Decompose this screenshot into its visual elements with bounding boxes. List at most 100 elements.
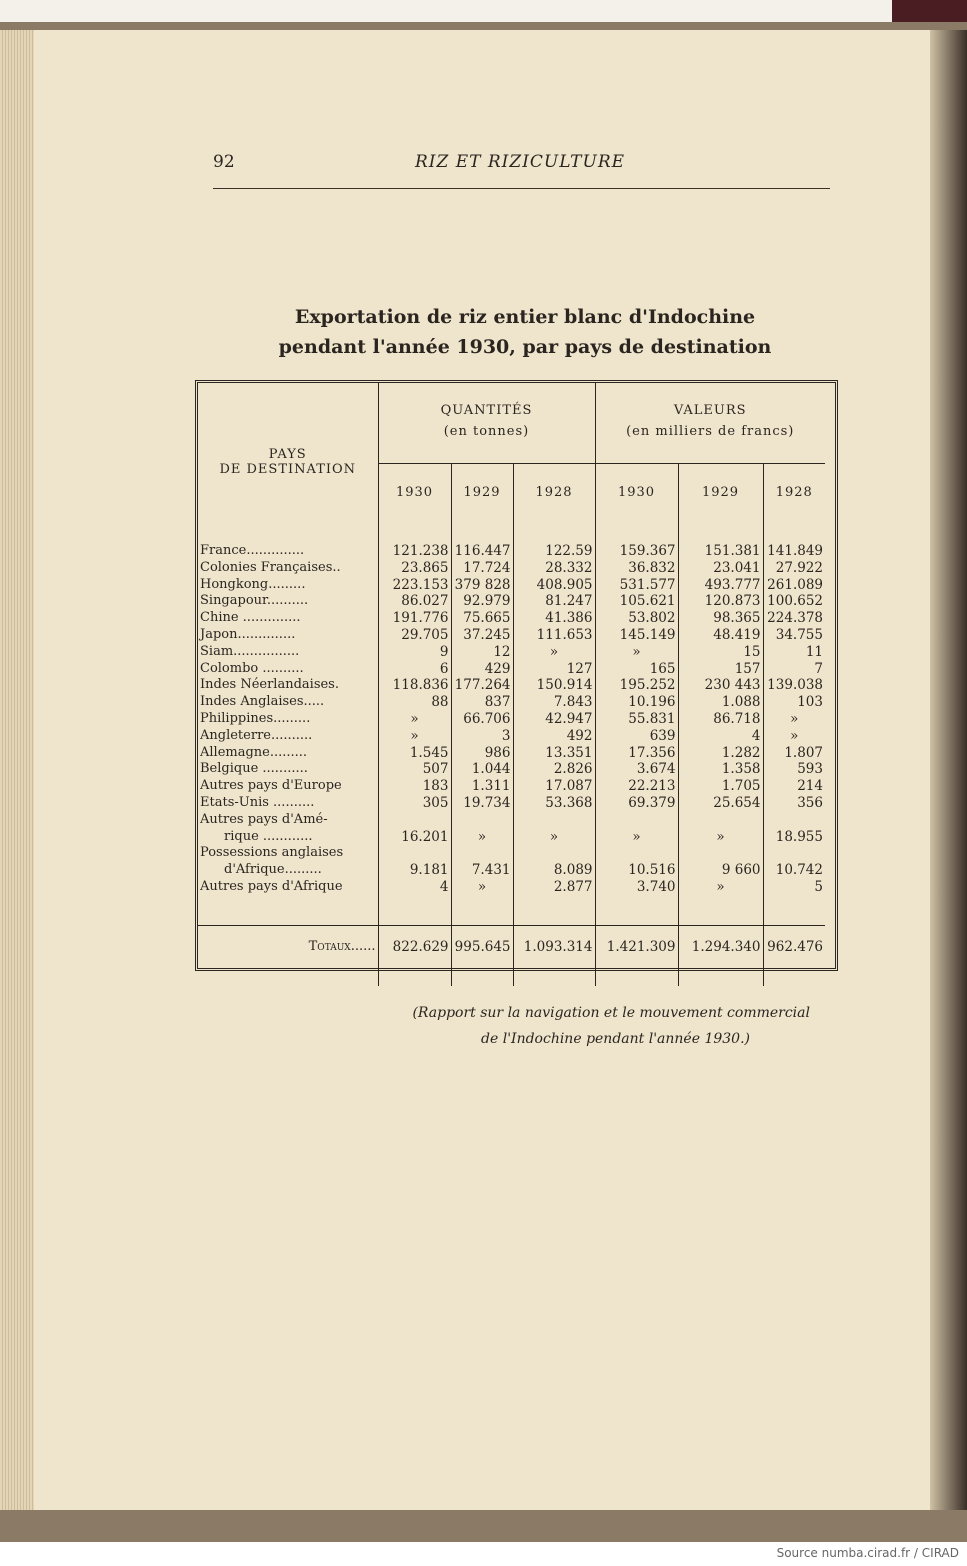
value-cell: 531.577 [594,576,678,594]
values-unit: (en milliers de francs) [626,424,795,439]
value-cell: 111.653 [512,626,595,644]
value-cell: 141.849 [762,543,825,560]
country-cell: Chine .............. [198,610,378,627]
value-cell: 1.088 [677,694,763,711]
country-cell: Indes Néerlandaises. [198,677,378,694]
table-row: Siam................ 9 12»» 15 11 [198,643,825,661]
value-cell: 41.386 [512,610,595,627]
value-cell: 10.742 [762,845,825,879]
value-cell: 9.181 [377,845,451,879]
value-cell: 7.431 [450,845,513,879]
country-cell: Colonies Françaises.. [198,560,378,577]
value-cell: 27.922 [762,559,825,577]
value-cell: 3.740 [594,878,678,896]
country-name: Colonies Françaises.. [200,559,341,575]
value-cell: 86.027 [377,593,451,611]
value-cell: 36.832 [594,559,678,577]
value-cell: » [512,811,595,846]
table-title: Exportation de riz entier blanc d'Indoch… [230,302,820,362]
country-name: Belgique ........... [200,761,308,777]
value-cell: 53.802 [594,610,678,627]
value-cell: 7.843 [512,694,595,711]
value-cell: 145.149 [594,626,678,644]
value-cell: » [762,710,825,728]
year-val-1930: 1930 [594,463,678,521]
footer-strip [0,1542,967,1566]
quantities-unit: (en tonnes) [443,424,530,439]
value-cell: 492 [512,727,595,745]
value-cell: 356 [762,794,825,812]
value-cell: 48.419 [677,626,763,644]
value-cell: 493.777 [677,576,763,594]
country-cell: Autres pays d'Europe [198,778,378,795]
country-cell: Belgique ........... [198,761,378,778]
value-cell: 305 [377,794,451,812]
table-row: Colonies Françaises.. 23.865 17.724 28.332 3… [198,559,825,577]
source-note-line-1: (Rapport sur la navigation et le mouveme… [412,1005,810,1021]
country-cell: Indes Anglaises..... [198,694,378,711]
header-quantities: QUANTITÉS (en tonnes) [377,383,595,464]
value-cell: 429 [450,660,513,678]
quantities-label: QUANTITÉS [440,403,533,418]
value-cell: 986 [450,744,513,762]
value-cell: » [377,710,451,728]
value-cell: 837 [450,694,513,711]
value-cell: 86.718 [677,710,763,728]
value-cell: 593 [762,761,825,779]
total-cell: 1.421.309 [594,925,678,968]
value-cell: 19.734 [450,794,513,812]
value-cell: 2.826 [512,761,595,779]
value-cell: 10.516 [594,845,678,879]
table-row: Chine .............. 191.776 75.665 41.386 5… [198,610,825,627]
year-qty-1929: 1929 [450,463,513,521]
total-cell: 1.294.340 [677,925,763,968]
value-cell: 28.332 [512,559,595,577]
values-label: VALEURS [673,403,747,418]
country-name: Philippines......... [200,710,311,726]
page-number: 92 [213,152,235,172]
header-country-line1: PAYS [268,447,307,462]
value-cell: 7 [762,660,825,678]
value-cell: 6 [377,660,451,678]
value-cell: » [677,878,763,896]
value-cell: 15 [677,643,763,661]
country-cell: Etats-Unis .......... [198,795,378,812]
country-name: Allemagne......... [200,744,308,760]
value-cell: 195.252 [594,677,678,695]
table-row: Hongkong......... 223.153 379 828 408.905 53… [198,576,825,594]
table-row: Philippines.........» 66.706 42.947 55.831 8… [198,710,825,728]
value-cell: » [512,643,595,661]
value-cell: 2.877 [512,878,595,896]
value-cell: 4 [677,727,763,745]
country-cell: Japon.............. [198,627,378,644]
table-row: Autres pays d'Afrique 4» 2.877 3.740» 5 [198,878,825,896]
country-cell: France.............. [198,543,378,560]
value-cell: 17.087 [512,778,595,795]
value-cell: 29.705 [377,626,451,644]
value-cell: 183 [377,778,451,795]
country-name-cont: d'Afrique......... [224,862,322,878]
table-row: Autres pays d'Europe 183 1.311 17.087 22.213… [198,778,825,795]
value-cell: » [762,727,825,745]
value-cell: 165 [594,660,678,678]
value-cell: 3.674 [594,761,678,779]
total-cell: 822.629 [377,925,451,968]
export-table: PAYS DE DESTINATION QUANTITÉS (en tonnes… [198,383,825,986]
year-header-row: 1930 1929 1928 1930 1929 1928 [198,463,825,521]
value-cell: 10.196 [594,694,678,711]
value-cell: 224.378 [762,610,825,627]
table-row: Colombo .......... 6 429 127 165 157 7 [198,660,825,678]
value-cell: 223.153 [377,576,451,594]
value-cell: 16.201 [377,811,451,846]
year-qty-1928: 1928 [512,463,595,521]
value-cell: 8.089 [512,845,595,879]
totals-label: Totaux...... [308,939,376,955]
source-attribution: Source numba.cirad.fr / CIRAD [776,1546,959,1560]
country-name: Etats-Unis .......... [200,794,315,810]
country-name: France.............. [200,543,305,558]
value-cell: 103 [762,694,825,711]
country-cell: Siam................ [198,644,378,661]
value-cell: » [450,811,513,846]
country-name: Japon.............. [200,626,296,642]
table-row: Allemagne......... 1.545 986 13.351 17.356 1.… [198,744,825,762]
